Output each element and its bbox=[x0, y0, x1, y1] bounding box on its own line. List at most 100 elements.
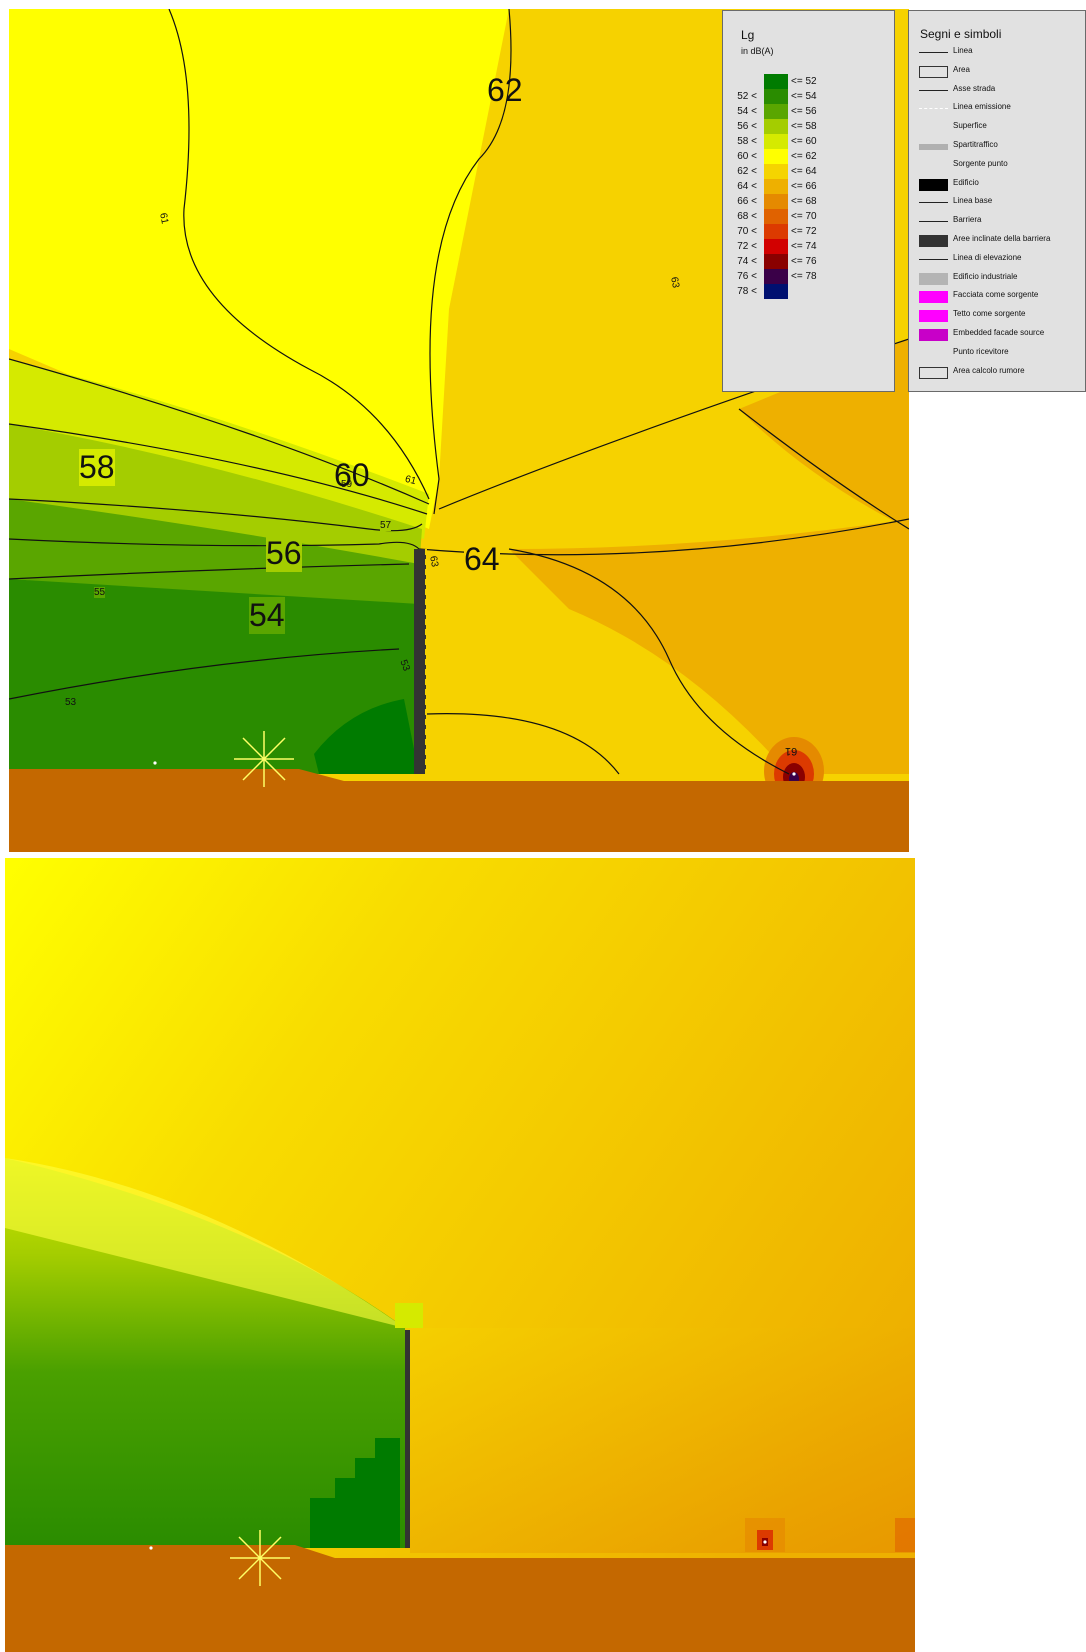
symbol-label: Linea di elevazione bbox=[953, 252, 1022, 262]
legend-row: 70 < <= 72 bbox=[731, 224, 881, 239]
emission-line-icon bbox=[919, 108, 948, 110]
symbol-label: Area calcolo rumore bbox=[953, 365, 1025, 375]
legend-color-swatch bbox=[764, 134, 788, 149]
legend-title: Lg bbox=[741, 28, 755, 42]
symbol-row: Punto ricevitore bbox=[919, 346, 1084, 365]
zone-58-60 bbox=[9, 359, 429, 539]
legend-color-swatch bbox=[764, 89, 788, 104]
symbol-row: Edificio industriale bbox=[919, 271, 1084, 290]
zone-64-66 bbox=[509, 519, 909, 774]
legend-upper-bound: <= 78 bbox=[791, 271, 817, 282]
contour-label-63-upper: 63 bbox=[668, 276, 681, 289]
symbols-legend: Segni e simboli Linea Area Asse strada Line… bbox=[908, 10, 1086, 392]
legend-lower-bound: 70 < bbox=[737, 226, 757, 237]
symbol-row: Aree inclinate della barriera bbox=[919, 233, 1084, 252]
symbol-row: Superfice bbox=[919, 120, 1084, 139]
line-icon bbox=[919, 52, 948, 53]
contour-label-62: 62 bbox=[487, 72, 523, 108]
symbol-label: Barriera bbox=[953, 215, 982, 225]
legend-row: 66 < <= 68 bbox=[731, 194, 881, 209]
legend-lower-bound: 60 < bbox=[737, 151, 757, 162]
barrier-wall bbox=[414, 549, 426, 774]
raster-barrier bbox=[405, 1330, 410, 1548]
legend-upper-bound: <= 74 bbox=[791, 241, 817, 252]
legend-lower-bound: 64 < bbox=[737, 181, 757, 192]
legend-lower-bound: 76 < bbox=[737, 271, 757, 282]
legend-lower-bound: 68 < bbox=[737, 211, 757, 222]
symbol-label: Linea base bbox=[953, 196, 993, 206]
symbols-title: Segni e simboli bbox=[920, 27, 1002, 41]
symbol-row: Edificio bbox=[919, 177, 1084, 196]
symbol-row: Asse strada bbox=[919, 83, 1084, 102]
legend-lower-bound: 72 < bbox=[737, 241, 757, 252]
barrier-slope-icon bbox=[919, 234, 948, 247]
symbol-row: Linea di elevazione bbox=[919, 252, 1084, 271]
legend-row: 68 < <= 70 bbox=[731, 209, 881, 224]
legend-upper-bound: <= 68 bbox=[791, 196, 817, 207]
legend-row: 72 < <= 74 bbox=[731, 239, 881, 254]
symbol-row: Linea base bbox=[919, 195, 1084, 214]
zone-below-52 bbox=[314, 699, 419, 774]
legend-row: 62 < <= 64 bbox=[731, 164, 881, 179]
contour-label-56: 56 bbox=[266, 535, 302, 572]
legend-upper-bound: <= 66 bbox=[791, 181, 817, 192]
road-axis-icon bbox=[919, 89, 948, 91]
legend-color-swatch bbox=[764, 119, 788, 134]
legend-upper-bound: <= 70 bbox=[791, 211, 817, 222]
legend-row: 58 < <= 60 bbox=[731, 134, 881, 149]
legend-row: 54 < <= 56 bbox=[731, 104, 881, 119]
legend-row: 64 < <= 66 bbox=[731, 179, 881, 194]
legend-row: 76 < <= 78 bbox=[731, 269, 881, 284]
legend-color-swatch bbox=[764, 284, 788, 299]
symbol-row: Linea emissione bbox=[919, 101, 1084, 120]
symbol-label: Punto ricevitore bbox=[953, 346, 1009, 356]
contour-label-55: 55 bbox=[94, 587, 106, 598]
symbol-row: Barriera bbox=[919, 214, 1084, 233]
lg-legend: Lg in dB(A) <= 52 52 < <= 54 54 < <= 56 56 < <… bbox=[722, 10, 895, 392]
contour-label-57: 57 bbox=[380, 520, 392, 531]
symbol-label: Tetto come sorgente bbox=[953, 309, 1026, 319]
symbol-row: Area bbox=[919, 64, 1084, 83]
legend-upper-bound: <= 64 bbox=[791, 166, 817, 177]
contour-label-54: 54 bbox=[249, 597, 285, 634]
symbol-label: Edificio industriale bbox=[953, 271, 1018, 281]
symbol-label: Linea emissione bbox=[953, 102, 1011, 112]
legend-lower-bound: 54 < bbox=[737, 106, 757, 117]
contour-label-64: 64 bbox=[464, 541, 500, 578]
roof-source-icon bbox=[919, 310, 948, 323]
symbol-row: Tetto come sorgente bbox=[919, 308, 1084, 327]
barrier-icon bbox=[919, 221, 948, 223]
symbol-label: Sorgente punto bbox=[953, 158, 1008, 168]
legend-upper-bound: <= 54 bbox=[791, 91, 817, 102]
legend-row: 52 < <= 54 bbox=[731, 89, 881, 104]
legend-color-swatch bbox=[764, 209, 788, 224]
legend-color-swatch bbox=[764, 179, 788, 194]
zone-54-56 bbox=[9, 499, 419, 609]
legend-row: 74 < <= 76 bbox=[731, 254, 881, 269]
contour-label-59: 59 bbox=[341, 479, 353, 490]
symbol-label: Aree inclinate della barriera bbox=[953, 233, 1051, 243]
symbol-label: Spartitraffico bbox=[953, 139, 998, 149]
symbol-row: Linea bbox=[919, 45, 1084, 64]
legend-row: <= 52 bbox=[731, 74, 881, 89]
legend-lower-bound: 66 < bbox=[737, 196, 757, 207]
legend-color-swatch bbox=[764, 269, 788, 284]
legend-upper-bound: <= 62 bbox=[791, 151, 817, 162]
contour-label-61-hotspot: 61 bbox=[785, 745, 798, 757]
legend-upper-bound: <= 72 bbox=[791, 226, 817, 237]
receiver-point-icon bbox=[153, 761, 157, 765]
facade-source-icon bbox=[919, 291, 948, 304]
legend-color-swatch bbox=[764, 224, 788, 239]
symbol-row: Facciata come sorgente bbox=[919, 289, 1084, 308]
legend-color-swatch bbox=[764, 194, 788, 209]
point-source-icon bbox=[234, 731, 294, 787]
legend-lower-bound: 56 < bbox=[737, 121, 757, 132]
legend-lower-bound: 58 < bbox=[737, 136, 757, 147]
raster-noise-map bbox=[5, 858, 915, 1652]
legend-upper-bound: <= 56 bbox=[791, 106, 817, 117]
contour-label-61-upper: 61 bbox=[157, 212, 170, 225]
symbol-row: Area calcolo rumore bbox=[919, 365, 1084, 384]
symbol-label: Edificio bbox=[953, 177, 979, 187]
point-source-icon bbox=[919, 160, 948, 172]
symbol-label: Area bbox=[953, 64, 970, 74]
